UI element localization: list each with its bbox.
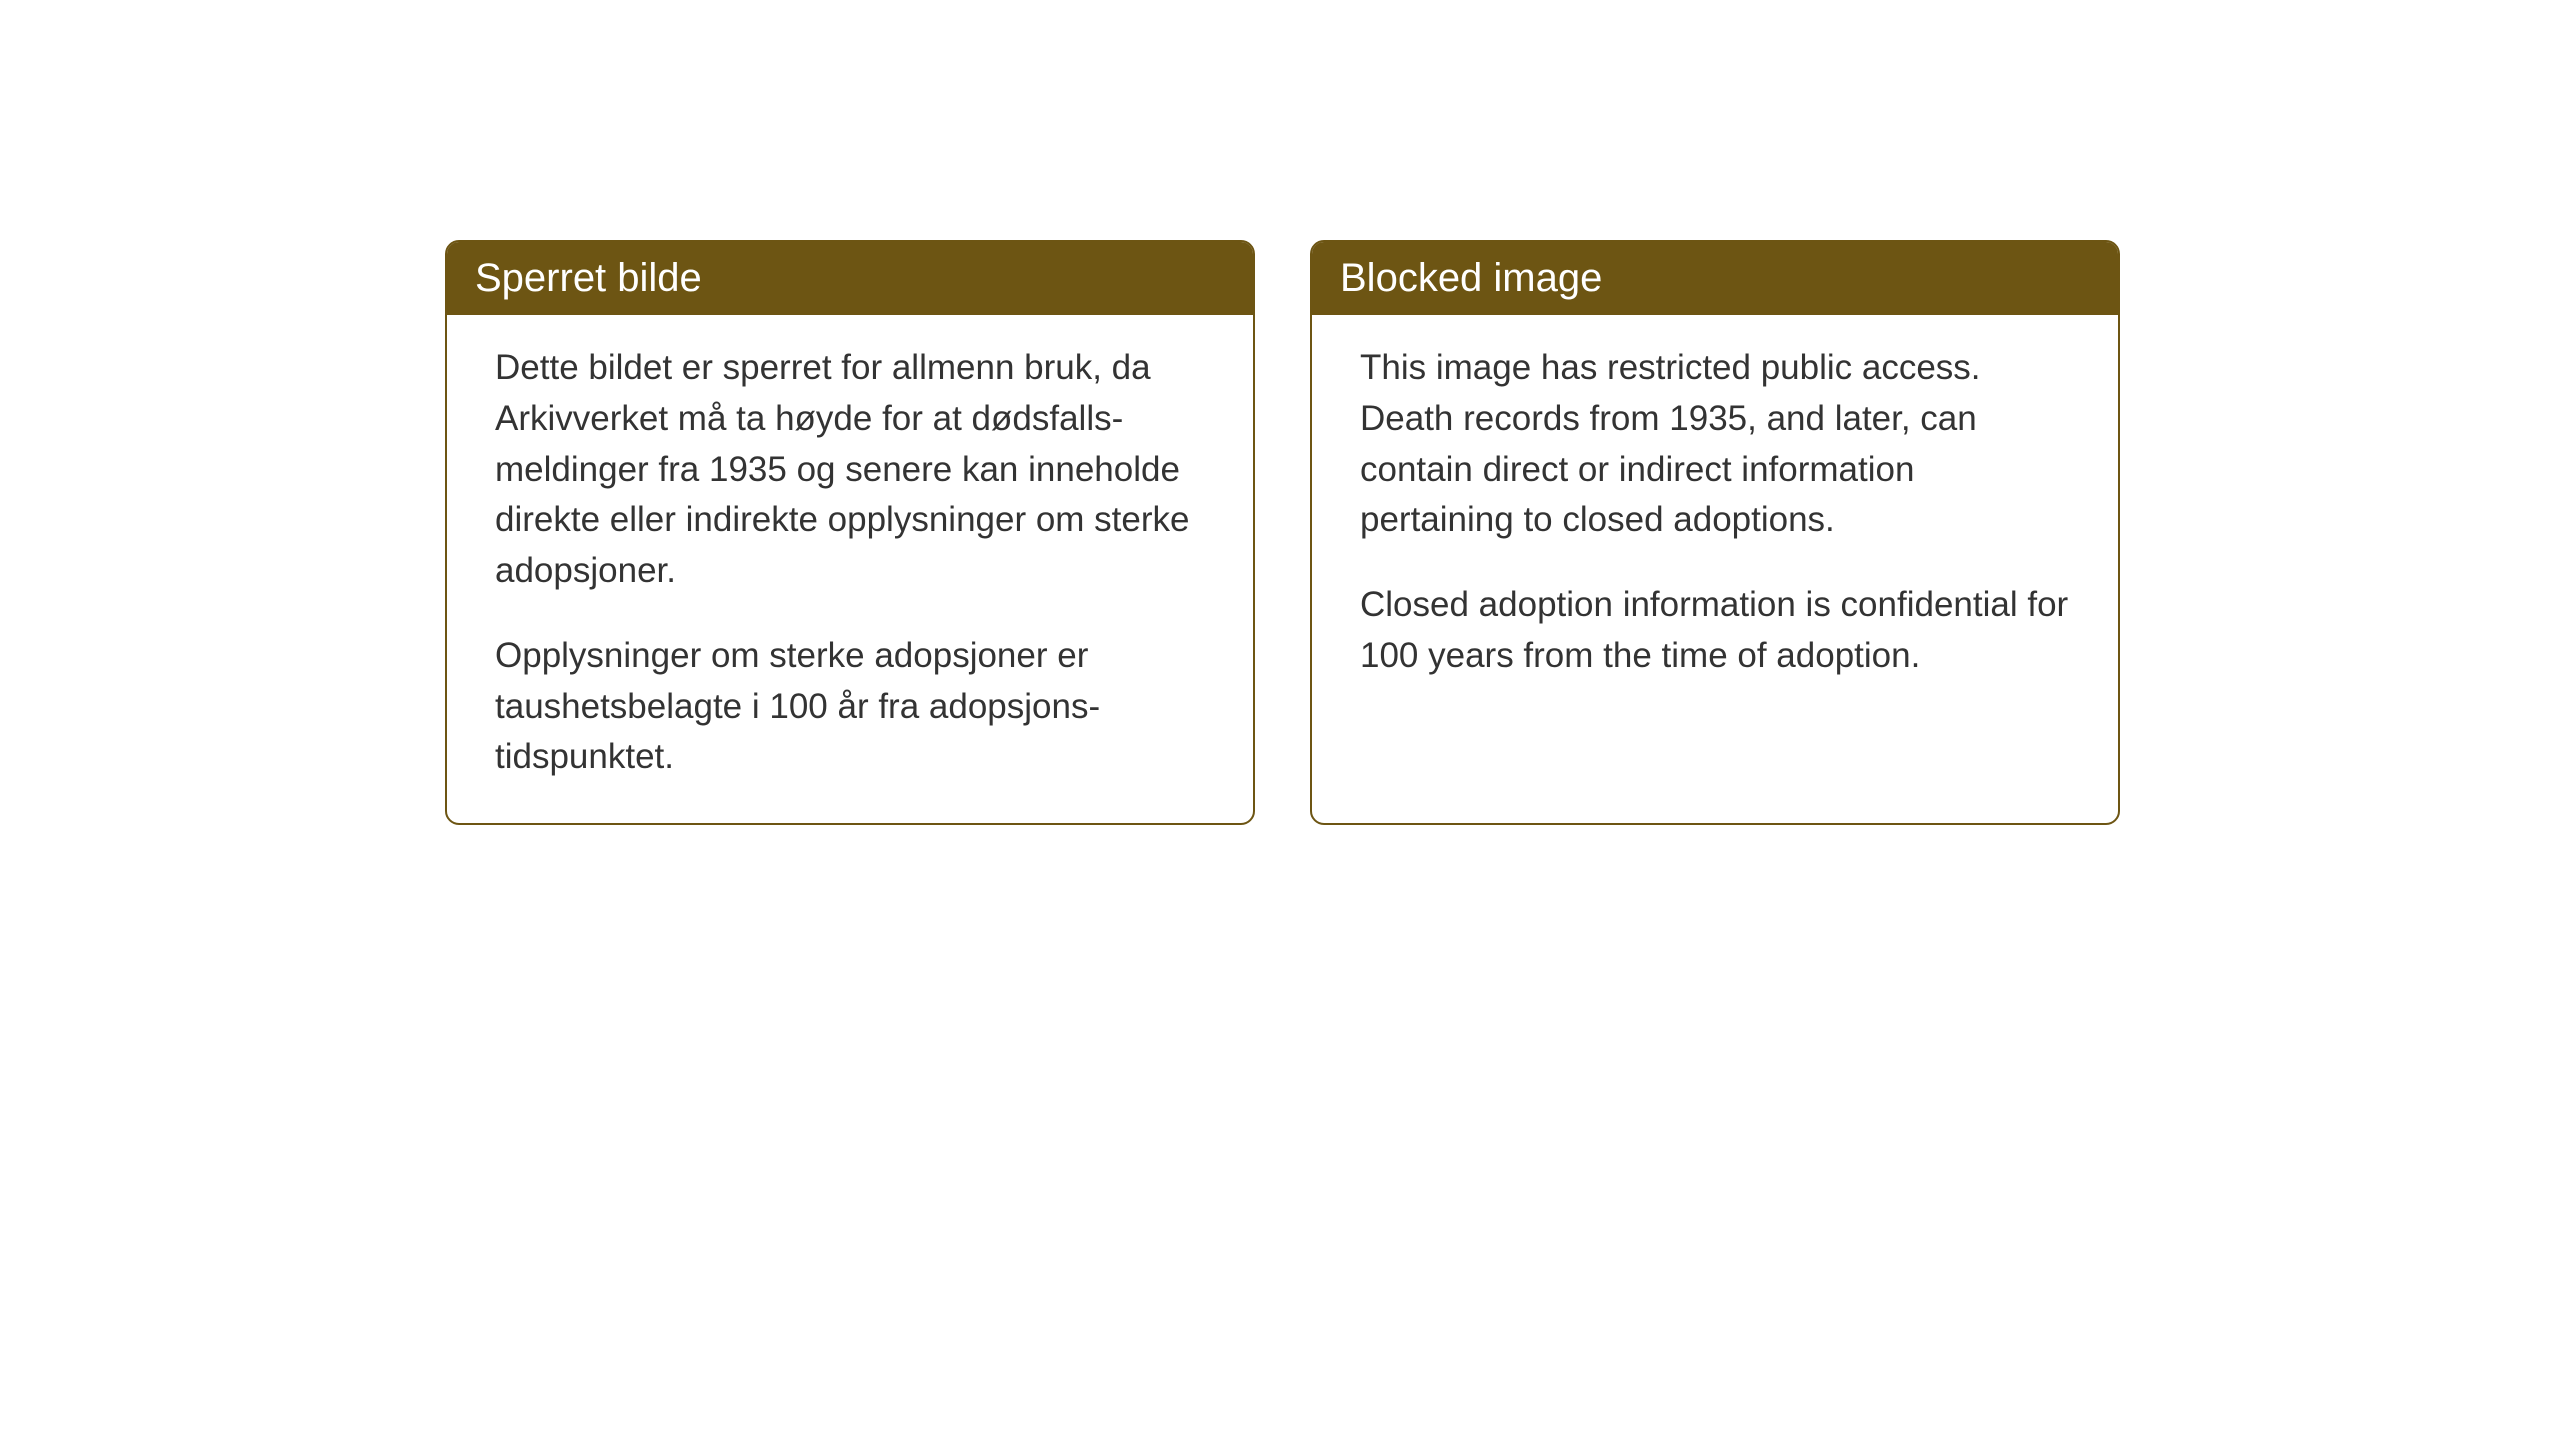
cards-container: Sperret bilde Dette bildet er sperret fo… — [445, 240, 2120, 825]
english-paragraph-2: Closed adoption information is confident… — [1360, 580, 2070, 682]
norwegian-card-body: Dette bildet er sperret for allmenn bruk… — [447, 315, 1253, 823]
norwegian-card-header: Sperret bilde — [447, 242, 1253, 315]
english-paragraph-1: This image has restricted public access.… — [1360, 343, 2070, 546]
english-card: Blocked image This image has restricted … — [1310, 240, 2120, 825]
english-card-body: This image has restricted public access.… — [1312, 315, 2118, 722]
english-card-title: Blocked image — [1340, 256, 1602, 300]
norwegian-card: Sperret bilde Dette bildet er sperret fo… — [445, 240, 1255, 825]
norwegian-paragraph-1: Dette bildet er sperret for allmenn bruk… — [495, 343, 1205, 597]
norwegian-paragraph-2: Opplysninger om sterke adopsjoner er tau… — [495, 631, 1205, 783]
norwegian-card-title: Sperret bilde — [475, 256, 702, 300]
english-card-header: Blocked image — [1312, 242, 2118, 315]
